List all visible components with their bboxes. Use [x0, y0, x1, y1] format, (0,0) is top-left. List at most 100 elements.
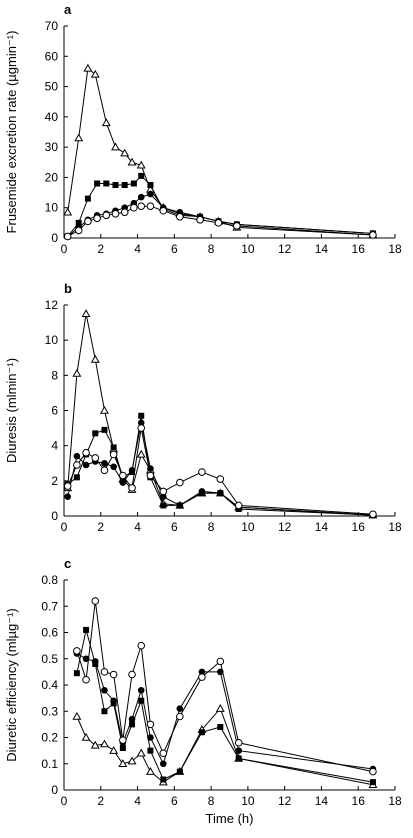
- data-point-square-filled: [110, 444, 117, 451]
- data-point-square-filled: [101, 708, 108, 715]
- x-tick-label: 12: [278, 794, 292, 808]
- data-point-circle-open: [82, 448, 90, 457]
- x-tick-label: 6: [171, 242, 178, 256]
- data-point-circle-open: [128, 670, 136, 679]
- y-tick-label: 0.3: [41, 704, 58, 718]
- data-point-circle-open: [146, 202, 155, 210]
- data-point-circle-open: [84, 217, 92, 226]
- data-point-circle-open: [369, 510, 377, 519]
- data-point-circle-open: [176, 213, 184, 221]
- data-point-square-filled: [147, 182, 154, 188]
- data-point-circle-open: [73, 461, 81, 469]
- data-point-circle-open: [176, 712, 184, 721]
- data-point-circle-open: [233, 222, 241, 230]
- data-point-circle-filled: [82, 655, 90, 663]
- data-point-circle-filled: [82, 461, 90, 469]
- x-axis-label: Time (h): [206, 811, 254, 826]
- x-tick-label: 14: [315, 242, 329, 256]
- data-point-square-filled: [130, 180, 137, 187]
- data-point-triangle-open: [127, 756, 137, 765]
- y-axis-label: Frusemide excretion rate (µgmin⁻¹): [4, 31, 19, 234]
- data-point-circle-filled: [198, 488, 206, 495]
- data-point-circle-open: [216, 475, 225, 483]
- x-tick-label: 2: [97, 242, 104, 256]
- series-line-circle-filled: [67, 193, 373, 237]
- x-tick-label: 8: [208, 242, 215, 256]
- data-point-triangle-open: [127, 157, 137, 166]
- y-tick-label: 4: [51, 439, 58, 453]
- panel-b: b 0 2 4 6 8 10 12 0 2 4 6 8 10 12 14 16 18 Diuresis (mlmin…: [4, 281, 402, 534]
- y-tick-label: 10: [45, 201, 59, 215]
- y-tick-label: 12: [45, 298, 59, 312]
- data-point-circle-open: [119, 471, 127, 480]
- y-tick-label: 70: [45, 19, 59, 33]
- data-point-circle-open: [146, 471, 155, 480]
- data-point-circle-filled: [176, 705, 184, 712]
- data-point-circle-open: [137, 202, 146, 210]
- series-line-triangle-open: [67, 313, 373, 516]
- series-line-square-filled: [67, 415, 373, 516]
- data-point-square-filled: [119, 745, 126, 751]
- data-point-circle-open: [109, 450, 118, 459]
- data-point-circle-filled: [147, 734, 154, 741]
- data-point-triangle-open: [90, 740, 100, 749]
- data-point-square-filled: [235, 755, 242, 762]
- data-point-circle-filled: [110, 697, 117, 705]
- y-tick-label: 30: [45, 140, 59, 154]
- data-point-circle-open: [82, 675, 90, 684]
- data-point-triangle-open: [63, 207, 73, 216]
- data-point-square-filled: [217, 724, 224, 730]
- data-point-square-filled: [75, 219, 82, 226]
- data-point-circle-open: [119, 736, 127, 744]
- data-point-triangle-open: [81, 732, 91, 741]
- series-line-circle-filled: [76, 653, 373, 770]
- data-point-triangle-open: [90, 69, 100, 78]
- data-point-circle-open: [176, 478, 184, 487]
- data-point-circle-open: [216, 657, 225, 666]
- data-point-square-filled: [101, 426, 108, 433]
- data-point-circle-open: [91, 454, 100, 462]
- data-point-square-filled: [73, 670, 80, 677]
- data-point-triangle-open: [81, 309, 91, 317]
- data-point-circle-open: [100, 466, 109, 475]
- x-tick-label: 4: [134, 794, 141, 808]
- y-axis-label: Diuresis (mlmin⁻¹): [4, 358, 19, 463]
- data-point-circle-open: [369, 231, 377, 239]
- data-point-circle-open: [109, 670, 118, 679]
- x-tick-label: 8: [208, 520, 215, 534]
- data-point-square-filled: [84, 195, 91, 202]
- data-point-square-filled: [147, 747, 154, 754]
- data-point-triangle-open: [101, 118, 111, 127]
- x-tick-label: 12: [278, 242, 292, 256]
- data-point-square-filled: [176, 768, 183, 775]
- data-point-circle-open: [159, 487, 168, 496]
- series-line-circle-filled: [67, 422, 373, 516]
- data-point-square-filled: [73, 474, 80, 481]
- y-tick-label: 60: [45, 49, 59, 63]
- data-point-circle-open: [369, 767, 377, 776]
- data-point-square-filled: [198, 729, 205, 736]
- y-tick-label: 0.4: [41, 678, 58, 692]
- x-tick-label: 6: [171, 520, 178, 534]
- data-point-triangle-open: [83, 63, 93, 72]
- y-tick-label: 6: [51, 404, 58, 418]
- data-point-triangle-open: [215, 704, 225, 712]
- y-tick-label: 0.8: [41, 573, 58, 587]
- data-point-circle-open: [198, 673, 206, 681]
- data-point-square-filled: [94, 180, 101, 187]
- y-tick-label: 0: [51, 509, 58, 523]
- x-tick-label: 2: [97, 520, 104, 534]
- y-tick-label: 0.1: [41, 757, 58, 771]
- data-point-circle-open: [137, 641, 146, 650]
- data-point-circle-filled: [235, 747, 242, 754]
- y-tick-label: 0.2: [41, 731, 58, 745]
- data-point-square-filled: [112, 182, 119, 188]
- data-point-square-filled: [121, 182, 128, 188]
- x-tick-label: 0: [61, 242, 68, 256]
- data-point-circle-open: [234, 738, 243, 747]
- data-point-triangle-open: [99, 405, 109, 414]
- data-point-triangle-open: [72, 368, 82, 377]
- data-point-triangle-open: [136, 449, 146, 458]
- data-point-circle-filled: [128, 715, 136, 723]
- data-point-circle-open: [196, 216, 204, 224]
